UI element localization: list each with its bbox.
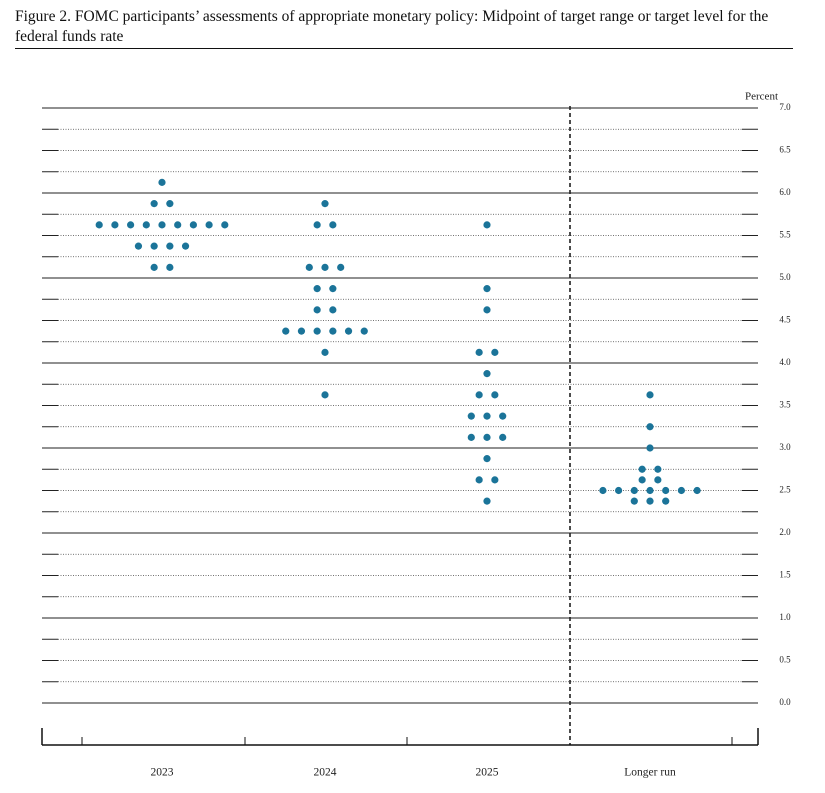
dot (166, 200, 174, 208)
dot (189, 221, 197, 229)
dot (282, 327, 290, 335)
dot (646, 486, 654, 495)
dot (158, 221, 166, 229)
dot (483, 285, 491, 293)
dot (313, 306, 321, 314)
dot (491, 348, 499, 356)
dot (337, 263, 345, 271)
dot (313, 327, 321, 335)
dot (499, 433, 507, 441)
y-tick-label: 5.0 (779, 272, 791, 282)
dot (693, 486, 701, 495)
dot (150, 200, 158, 208)
dot (615, 486, 623, 495)
dot (662, 497, 670, 505)
dot (483, 370, 491, 378)
dot (321, 391, 329, 399)
dot (654, 476, 662, 484)
dot (329, 285, 337, 293)
y-tick-label: 0.0 (779, 697, 791, 707)
dot (127, 221, 135, 229)
dot (638, 476, 646, 484)
dot (646, 391, 654, 399)
y-tick-label: 6.5 (779, 145, 791, 155)
dot (221, 221, 229, 229)
y-tick-label: 4.5 (779, 315, 791, 325)
dot (297, 327, 306, 335)
y-tick-label: 5.5 (779, 230, 791, 240)
dot (483, 497, 491, 505)
dot (150, 242, 158, 250)
dot (205, 221, 213, 229)
dot (483, 433, 491, 441)
dot (158, 178, 166, 186)
dot (630, 497, 638, 505)
dot (360, 327, 368, 335)
dot (329, 327, 337, 335)
dot (344, 327, 353, 335)
y-tick-label: 2.0 (779, 527, 791, 537)
dot (483, 412, 491, 420)
dot (305, 263, 313, 271)
dot (142, 221, 150, 229)
dot (134, 242, 143, 250)
dot (321, 200, 329, 208)
dot (491, 476, 499, 484)
y-tick-label: 2.5 (779, 485, 791, 495)
title-rule (15, 48, 793, 49)
dot (677, 486, 686, 495)
y-tick-label: 1.0 (779, 612, 791, 622)
dot (166, 263, 174, 271)
dot (483, 221, 491, 229)
dot (111, 221, 119, 229)
dot (491, 391, 499, 399)
y-tick-label: 4.0 (779, 357, 791, 367)
dot (638, 465, 646, 473)
y-tick-label: 3.5 (779, 400, 791, 410)
dot (321, 263, 329, 271)
y-tick-label: 3.0 (779, 442, 791, 452)
dot (475, 391, 483, 399)
dot (483, 455, 491, 463)
dot (181, 242, 190, 250)
dot (646, 444, 654, 452)
dot (329, 306, 337, 314)
y-tick-label: 1.5 (779, 570, 791, 580)
dot (329, 221, 337, 229)
dot (95, 221, 103, 229)
x-tick-label: 2025 (476, 767, 499, 779)
x-tick-label: Longer run (624, 767, 676, 779)
dot (662, 486, 670, 495)
chart-title: Figure 2. FOMC participants’ assessments… (15, 8, 769, 45)
y-axis-label: Percent (745, 91, 778, 103)
y-tick-label: 0.5 (779, 655, 791, 665)
x-tick-label: 2024 (314, 767, 337, 779)
dot (630, 486, 638, 495)
dot (174, 221, 182, 229)
y-tick-label: 6.0 (779, 187, 791, 197)
dot (467, 433, 475, 441)
dot (483, 306, 491, 314)
dot (321, 348, 329, 356)
dot (646, 423, 654, 431)
dot (654, 465, 662, 473)
dot (467, 412, 475, 420)
y-tick-label: 7.0 (779, 102, 791, 112)
dot (499, 412, 507, 420)
dot (599, 486, 607, 495)
dot (313, 221, 321, 229)
dot (646, 497, 654, 505)
dot (150, 263, 158, 271)
dot (313, 285, 321, 293)
dot (475, 348, 483, 356)
dot (166, 242, 174, 250)
dot (475, 476, 483, 484)
x-tick-label: 2023 (151, 767, 174, 779)
